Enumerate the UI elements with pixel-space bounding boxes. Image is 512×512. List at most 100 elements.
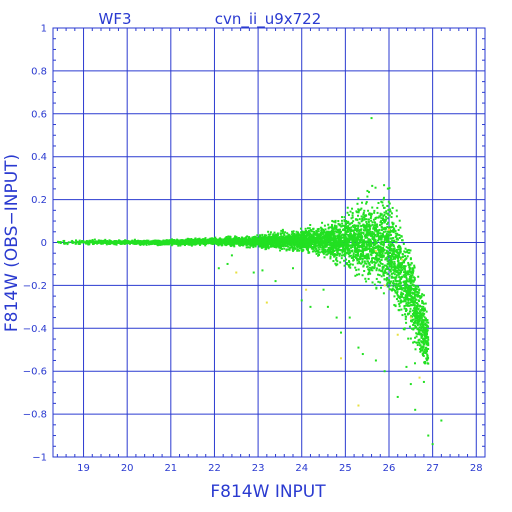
data-point: [365, 240, 368, 243]
data-point: [398, 253, 401, 256]
data-point: [386, 252, 389, 255]
data-point: [352, 252, 355, 255]
data-point: [372, 227, 375, 230]
data-point: [375, 253, 378, 256]
data-point: [392, 269, 395, 272]
data-point: [383, 221, 386, 224]
data-point: [354, 233, 357, 236]
data-point: [368, 238, 371, 241]
data-point: [303, 246, 306, 249]
data-point: [202, 242, 205, 245]
data-point: [345, 237, 348, 240]
data-point: [386, 204, 389, 207]
data-point: [343, 259, 346, 262]
data-point: [63, 239, 66, 242]
data-point: [290, 233, 293, 236]
data-point: [414, 336, 417, 339]
data-point: [347, 238, 350, 241]
data-point: [397, 245, 400, 248]
data-point: [387, 240, 390, 243]
data-point: [427, 343, 430, 346]
data-point: [371, 248, 374, 251]
data-point: [389, 231, 392, 234]
data-point: [351, 263, 354, 266]
data-point: [411, 279, 414, 282]
data-point: [415, 316, 418, 319]
data-point: [272, 242, 275, 245]
data-point: [323, 242, 326, 245]
data-point: [280, 247, 283, 250]
data-point: [354, 274, 357, 277]
data-point: [194, 237, 197, 240]
data-point: [305, 231, 308, 234]
data-point: [371, 237, 374, 240]
data-point: [388, 246, 391, 249]
data-point: [379, 248, 382, 251]
data-point: [425, 331, 428, 334]
data-point: [368, 270, 371, 273]
data-point: [213, 239, 216, 242]
data-point: [373, 264, 376, 267]
data-point: [392, 249, 395, 252]
data-point: [243, 237, 246, 240]
data-point: [316, 250, 319, 253]
data-point: [408, 278, 411, 281]
data-point: [280, 236, 283, 239]
data-point: [269, 231, 272, 234]
data-point: [379, 281, 382, 284]
data-point: [342, 245, 345, 248]
data-point: [285, 242, 288, 245]
data-point: [416, 341, 419, 344]
data-point: [415, 332, 418, 335]
data-point: [229, 240, 232, 243]
data-point: [365, 242, 368, 245]
data-point: [403, 299, 406, 302]
data-point: [381, 268, 384, 271]
data-point: [339, 261, 342, 264]
data-point: [297, 245, 300, 248]
data-point: [402, 296, 405, 299]
data-point: [158, 242, 161, 245]
data-point: [353, 255, 356, 258]
data-point: [293, 232, 296, 235]
data-point: [405, 315, 408, 318]
data-point: [373, 267, 376, 270]
data-point: [377, 264, 380, 267]
data-point: [385, 271, 388, 274]
data-point: [365, 220, 368, 223]
data-point: [391, 239, 394, 242]
data-point: [316, 235, 319, 238]
data-point: [348, 238, 351, 241]
data-point: [342, 242, 345, 245]
data-point: [392, 288, 395, 291]
data-point: [322, 230, 325, 233]
data-point: [320, 229, 323, 232]
data-point: [247, 242, 250, 245]
data-point: [349, 234, 352, 237]
data-point: [425, 310, 428, 313]
data-point: [214, 238, 217, 241]
data-point: [409, 278, 412, 281]
data-point: [424, 328, 427, 331]
data-point: [420, 327, 423, 330]
data-point: [389, 249, 392, 252]
data-point: [327, 248, 330, 251]
data-point: [418, 312, 421, 315]
data-point: [376, 234, 379, 237]
data-point: [409, 290, 412, 293]
data-point: [409, 258, 412, 261]
data-point: [394, 278, 397, 281]
data-point: [227, 237, 230, 240]
data-point: [353, 224, 356, 227]
data-point: [246, 240, 249, 243]
data-point: [339, 231, 342, 234]
data-point: [405, 274, 408, 277]
data-point: [424, 302, 427, 305]
data-point: [159, 240, 162, 243]
data-point: [344, 242, 347, 245]
data-point: [368, 250, 371, 253]
data-point: [405, 298, 408, 301]
data-point: [412, 288, 415, 291]
data-point: [93, 238, 96, 241]
data-point: [250, 244, 253, 247]
